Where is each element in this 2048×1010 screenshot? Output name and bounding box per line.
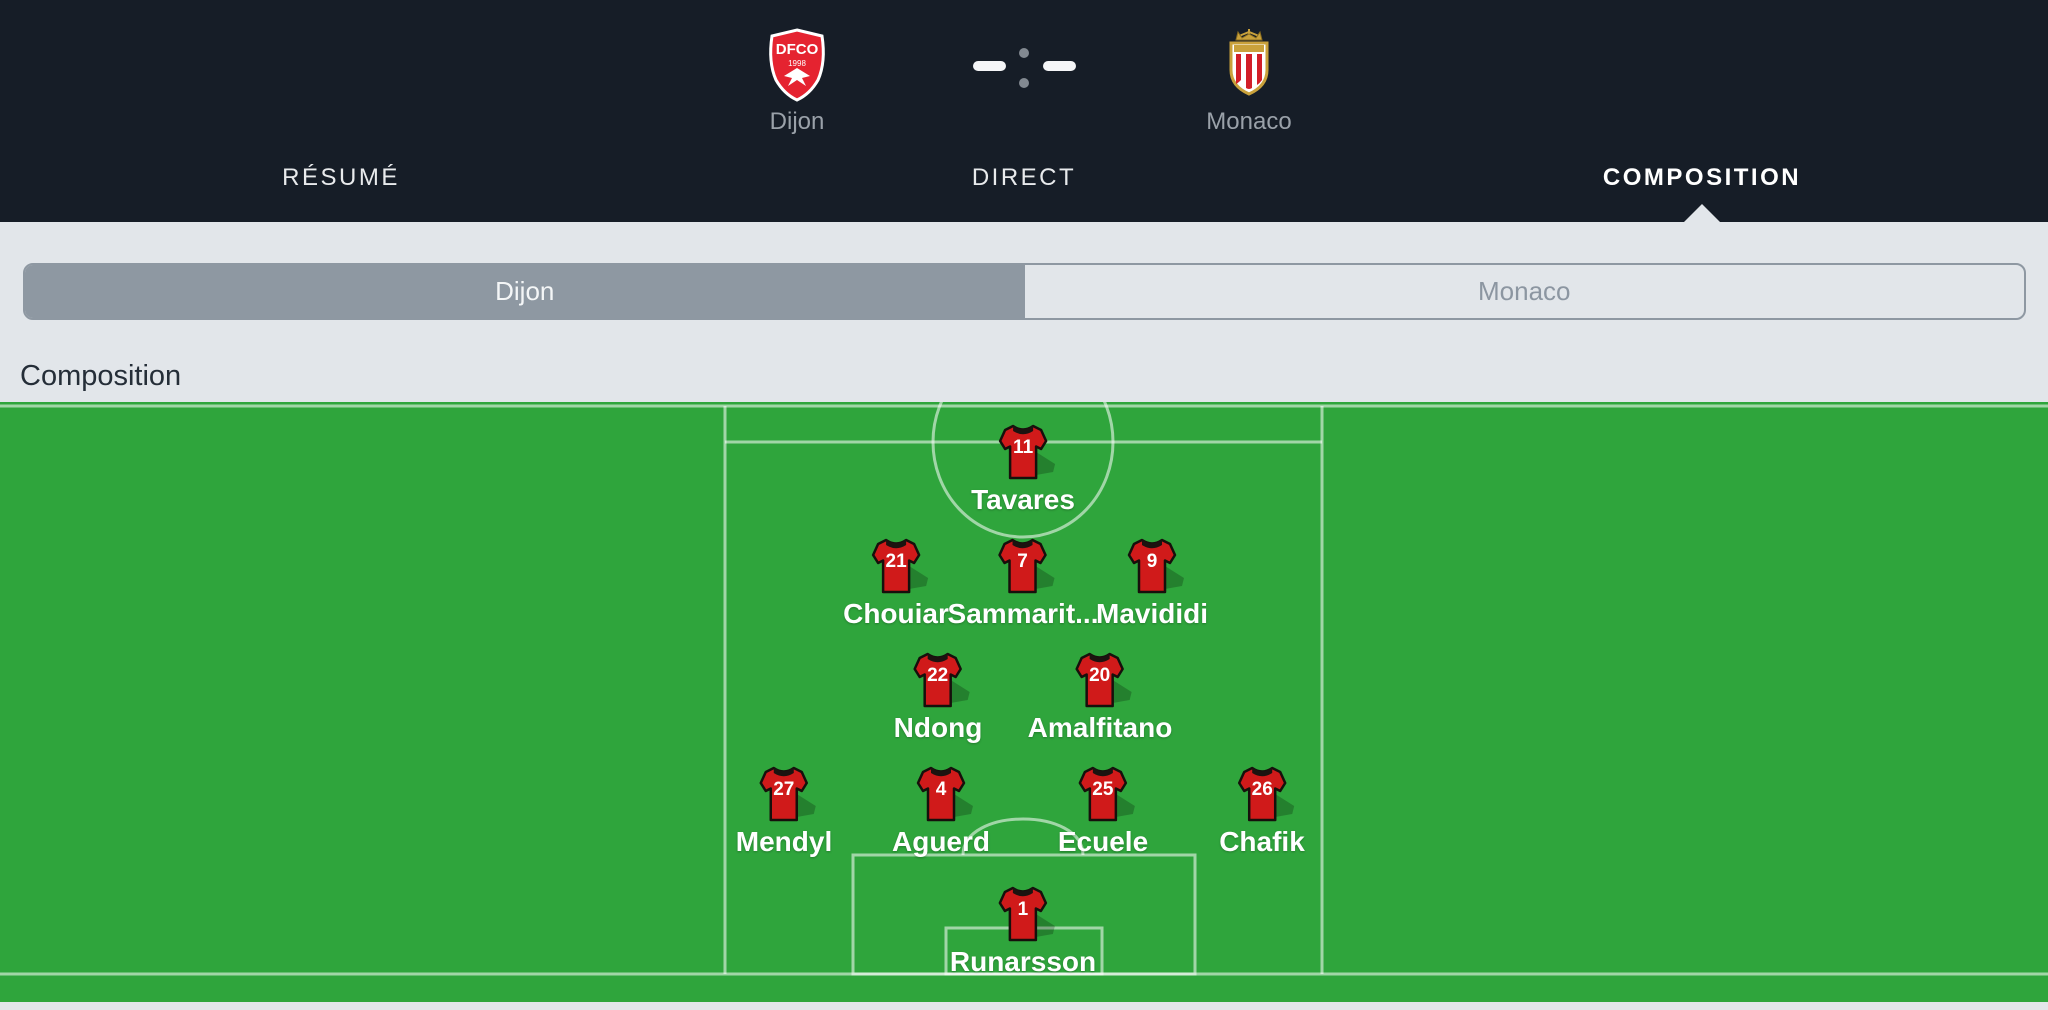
team-selector: Dijon Monaco	[23, 263, 2026, 320]
svg-text:7: 7	[1018, 551, 1029, 572]
svg-text:22: 22	[927, 665, 948, 686]
svg-text:20: 20	[1089, 665, 1110, 686]
jersey-icon: 25	[1078, 766, 1135, 822]
jersey-icon: 21	[871, 538, 928, 594]
svg-text:21: 21	[885, 551, 907, 572]
tab-direct[interactable]: DIRECT	[971, 164, 1077, 191]
player-sammaritano[interactable]: 7 Sammarit...	[948, 536, 1098, 630]
composition-section: Dijon Monaco Composition	[0, 222, 2048, 1010]
svg-text:1: 1	[1018, 899, 1029, 920]
jersey-icon: 20	[1075, 652, 1132, 708]
jersey-icon: 11	[998, 424, 1055, 480]
team-selector-dijon[interactable]: Dijon	[25, 265, 1025, 318]
player-mendyl[interactable]: 27 Mendyl	[736, 764, 832, 858]
svg-text:DFCO: DFCO	[776, 41, 819, 58]
score-colon-dot-top	[1019, 48, 1029, 58]
jersey-icon: 27	[759, 766, 816, 822]
player-ecuele[interactable]: 25 Ecuele	[1058, 764, 1148, 858]
player-chafik[interactable]: 26 Chafik	[1219, 764, 1305, 858]
svg-text:25: 25	[1092, 779, 1114, 800]
svg-text:26: 26	[1251, 779, 1272, 800]
jersey-icon: 9	[1127, 538, 1184, 594]
jersey-icon: 1	[998, 886, 1055, 942]
team-selector-monaco[interactable]: Monaco	[1478, 276, 1571, 306]
player-chouiar[interactable]: 21 Chouiar	[843, 536, 949, 630]
score-colon-dot-bottom	[1019, 78, 1029, 88]
svg-text:9: 9	[1147, 551, 1158, 572]
jersey-icon: 7	[998, 538, 1055, 594]
svg-text:1998: 1998	[788, 59, 806, 68]
away-team-name: Monaco	[1206, 108, 1292, 135]
dijon-crest-icon: DFCO 1998	[766, 28, 828, 107]
tab-resume[interactable]: RÉSUMÉ	[282, 164, 400, 191]
active-tab-caret-icon	[1684, 204, 1720, 222]
section-title: Composition	[20, 360, 182, 392]
jersey-icon: 26	[1237, 766, 1294, 822]
score-away-dash	[1043, 61, 1076, 71]
svg-text:27: 27	[773, 779, 794, 800]
player-mavididi[interactable]: 9 Mavididi	[1096, 536, 1208, 630]
player-runarsson[interactable]: 1 Runarsson	[950, 884, 1096, 978]
score-home-dash	[973, 61, 1006, 71]
svg-text:11: 11	[1013, 437, 1034, 458]
player-aguerd[interactable]: 4 Aguerd	[892, 764, 990, 858]
svg-text:4: 4	[936, 779, 947, 800]
home-team-name: Dijon	[769, 108, 825, 135]
jersey-icon: 4	[916, 766, 973, 822]
player-ndong[interactable]: 22 Ndong	[894, 650, 982, 744]
monaco-crest-icon	[1226, 28, 1272, 105]
jersey-icon: 22	[913, 652, 970, 708]
tab-composition[interactable]: COMPOSITION	[1602, 164, 1802, 191]
player-tavares[interactable]: 11 Tavares	[971, 422, 1075, 516]
player-amalfitano[interactable]: 20 Amalfitano	[1028, 650, 1172, 744]
match-header: DFCO 1998 Dijon Monaco	[0, 0, 2048, 222]
